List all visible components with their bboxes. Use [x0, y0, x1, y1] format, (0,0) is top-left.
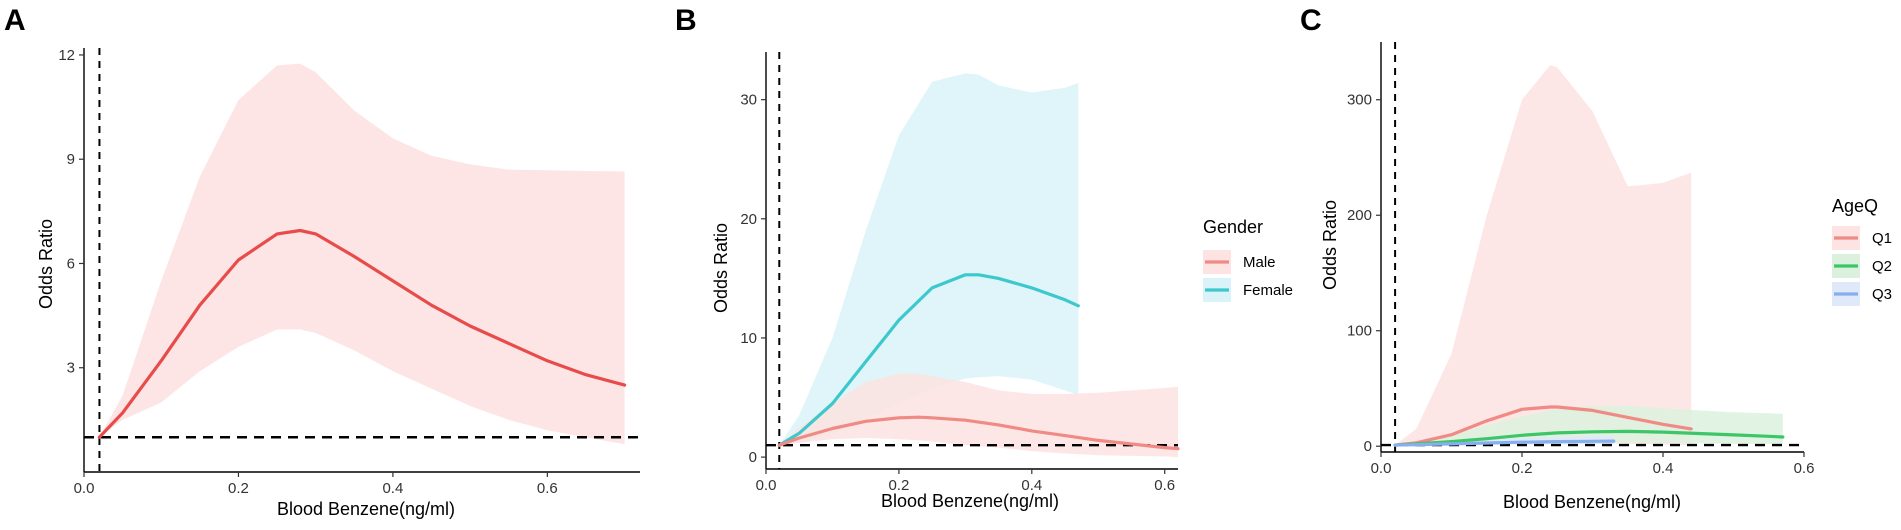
y-tick-label: 20 — [740, 211, 757, 228]
y-tick-label: 0 — [749, 449, 757, 466]
y-tick-label: 6 — [67, 255, 75, 272]
y-axis-title: Odds Ratio — [711, 223, 731, 313]
x-tick-label: 0.2 — [1512, 460, 1533, 477]
x-axis-title: Blood Benzene(ng/ml) — [1503, 492, 1681, 512]
x-tick-label: 0.0 — [74, 480, 95, 497]
series-line-q2 — [1393, 429, 1785, 447]
x-tick-label: 0.0 — [756, 477, 777, 494]
legend-title: AgeQ — [1832, 196, 1878, 216]
panel-letter: A — [4, 4, 26, 37]
legend-label: Q1 — [1872, 230, 1892, 247]
y-tick-label: 300 — [1347, 92, 1372, 109]
ci-band-q2 — [1395, 405, 1783, 446]
legend-label: Male — [1243, 254, 1276, 271]
y-tick-label: 30 — [740, 92, 757, 109]
x-tick-label: 0.2 — [228, 480, 249, 497]
legend-title: Gender — [1203, 217, 1263, 237]
x-tick-label: 0.4 — [382, 480, 403, 497]
panel-letter: B — [675, 4, 697, 37]
y-axis-title: Odds Ratio — [1320, 200, 1340, 290]
x-tick-label: 0.4 — [1653, 460, 1674, 477]
y-tick-label: 0 — [1364, 438, 1372, 455]
y-tick-label: 200 — [1347, 207, 1372, 224]
panel-b: B 0.0 0.2 0.4 0.6 0 10 20 30 Blood Benzene(ng/ml)… — [675, 4, 1293, 511]
legend-label: Q2 — [1872, 258, 1892, 275]
y-tick-label: 12 — [58, 47, 75, 64]
panel-letter: C — [1300, 4, 1322, 37]
x-tick-label: 0.4 — [1021, 477, 1042, 494]
x-axis-title: Blood Benzene(ng/ml) — [277, 499, 455, 519]
series-line-female — [777, 273, 1080, 447]
legend-label: Q3 — [1872, 286, 1892, 303]
x-tick-label: 0.6 — [1794, 460, 1815, 477]
ci-band-q1 — [1395, 65, 1692, 446]
legend: AgeQ Q1 Q2 Q3 — [1832, 196, 1892, 306]
legend: Gender Male Female — [1203, 217, 1293, 302]
x-tick-label: 0.0 — [1371, 460, 1392, 477]
y-tick-label: 100 — [1347, 323, 1372, 340]
y-axis-title: Odds Ratio — [36, 219, 56, 309]
x-tick-label: 0.2 — [888, 477, 909, 494]
x-tick-label: 0.6 — [1154, 477, 1175, 494]
x-tick-label: 0.6 — [537, 480, 558, 497]
y-tick-label: 9 — [67, 151, 75, 168]
legend-label: Female — [1243, 282, 1293, 299]
series-line-male — [777, 415, 1180, 451]
series-line-q3 — [1393, 439, 1616, 447]
y-tick-label: 3 — [67, 360, 75, 377]
x-axis-title: Blood Benzene(ng/ml) — [881, 491, 1059, 511]
ci-band — [99, 63, 625, 445]
series-line-q1 — [1393, 405, 1693, 447]
ci-band-female — [779, 73, 1079, 446]
panel-a: A 0.0 0.2 0.4 0.6 3 6 9 12 Blood Benzene(ng/ml) Od… — [4, 4, 640, 519]
y-tick-label: 10 — [740, 330, 757, 347]
series-line — [97, 228, 627, 439]
panel-c: C 0.0 0.2 0.4 0.6 0 100 200 300 Blood Benzene(ng/… — [1300, 4, 1892, 512]
